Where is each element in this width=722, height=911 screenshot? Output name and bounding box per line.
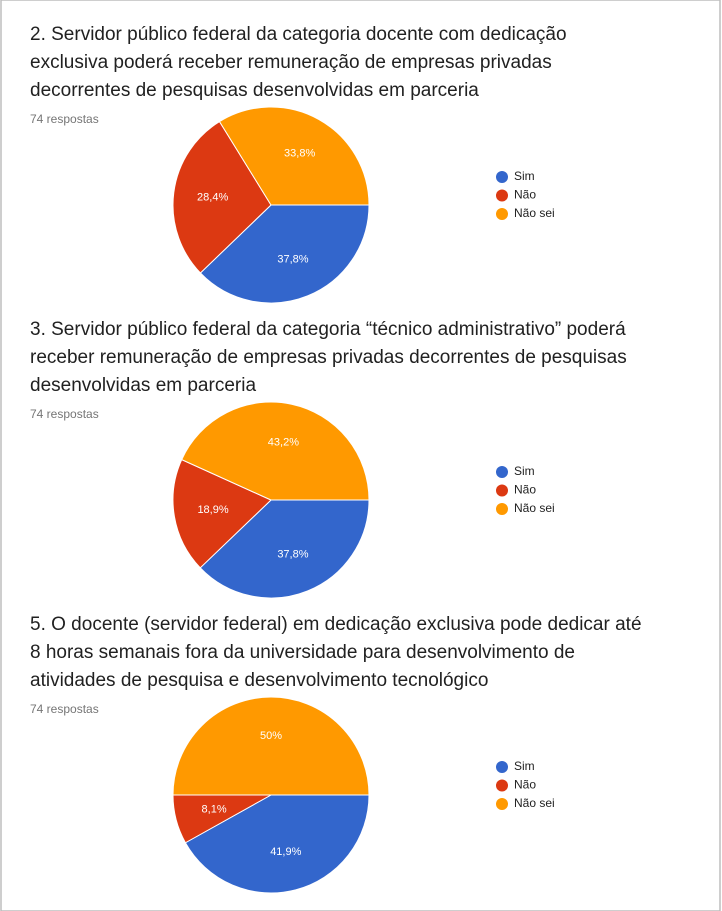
question-title: 3. Servidor público federal da categoria… [30,319,626,340]
slice-label: 41,9% [270,846,301,858]
legend-label: Sim [514,464,535,478]
slice-label: 18,9% [197,504,228,516]
pie-slice [218,106,370,206]
question-title: 2. Servidor público federal da categoria… [30,24,567,45]
pie-slice [172,696,370,796]
question-title: atividades de pesquisa e desenvolvimento… [30,670,488,691]
legend-label: Não [514,778,536,792]
slice-label: 28,4% [197,192,228,204]
pie-slice [172,458,272,569]
slice-label: 33,8% [284,148,315,160]
legend-label: Não [514,483,536,497]
legend-dot [496,484,508,497]
response-count: 74 respostas [30,407,99,421]
legend-label: Sim [514,759,535,773]
question-title: 5. O docente (servidor federal) em dedic… [30,614,642,635]
legend-label: Sim [514,169,535,183]
legend-label: Não sei [514,206,555,220]
question-title: receber remuneração de empresas privadas… [30,347,627,368]
slice-label: 8,1% [202,804,227,816]
legend-label: Não sei [514,501,555,515]
question-title: decorrentes de pesquisas desenvolvidas e… [30,80,479,101]
question-title: exclusiva poderá receber remuneração de … [30,52,552,73]
legend-dot [496,761,508,773]
legend-dot [496,466,508,478]
pie-slice [172,120,272,274]
legend-dot [496,189,508,202]
legend-label: Não [514,188,536,202]
legend-label: Não sei [514,796,555,810]
question-title: desenvolvidas em parceria [30,375,256,396]
question-title: 8 horas semanais fora da universidade pa… [30,642,575,663]
legend-dot [496,503,508,515]
pie-slice [199,204,370,304]
legend-dot [496,798,508,810]
legend-dot [496,779,508,792]
slice-label: 50% [260,730,282,742]
response-count: 74 respostas [30,702,99,716]
pie-slice [181,401,370,501]
slice-label: 43,2% [268,436,299,448]
slice-label: 37,8% [277,253,308,265]
pie-slice [184,794,370,894]
slice-label: 37,8% [277,548,308,560]
pie-slice [199,499,370,599]
legend-dot [496,208,508,220]
legend-dot [496,171,508,183]
response-count: 74 respostas [30,112,99,126]
